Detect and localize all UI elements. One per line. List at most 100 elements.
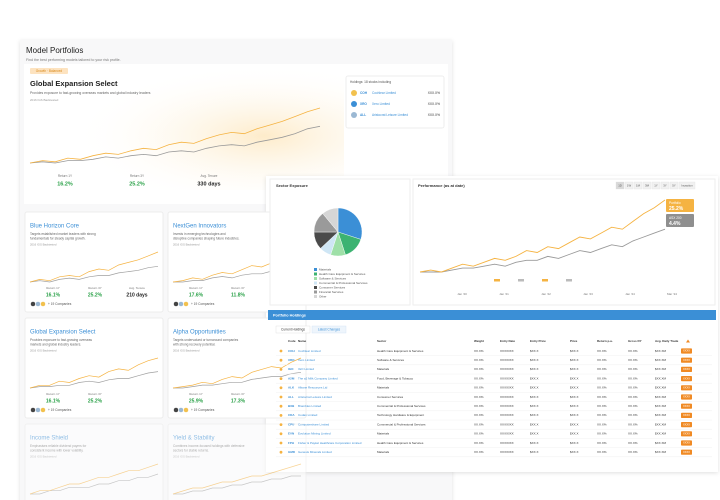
x-label: Mar '24 xyxy=(667,292,677,296)
cell: $XX.X xyxy=(530,441,539,445)
range-button[interactable] xyxy=(660,181,670,190)
cell: $XX.X xyxy=(530,358,539,362)
cell: XX.X% xyxy=(628,432,638,436)
action-label[interactable]: XXXX xyxy=(683,422,690,426)
action-label[interactable]: XXXX xyxy=(683,349,690,353)
range-button[interactable] xyxy=(633,181,643,190)
range-label[interactable]: 3M xyxy=(645,183,650,187)
cell: XX.X% xyxy=(474,367,484,371)
cell: $XX.X xyxy=(570,432,579,436)
card-note: 2016 IGS Backtested xyxy=(173,455,200,459)
stock-code: XRO xyxy=(360,102,367,106)
legend-swatch xyxy=(314,286,317,289)
event-marker xyxy=(566,279,572,282)
range-button[interactable] xyxy=(615,181,625,190)
action-button[interactable] xyxy=(681,431,692,437)
action-button[interactable] xyxy=(681,366,692,372)
action-button[interactable] xyxy=(681,348,692,354)
stat-value: 16.1% xyxy=(46,398,61,404)
action-button[interactable] xyxy=(681,412,692,418)
action-label[interactable]: XXXX xyxy=(683,450,690,454)
cell: XX/XX/XX xyxy=(500,413,514,417)
range-button[interactable] xyxy=(624,181,634,190)
company-logo xyxy=(173,407,179,413)
range-label[interactable]: 5Y xyxy=(672,183,676,187)
card-description: Targets established market leaders with … xyxy=(30,232,96,241)
cell: Cochlear Limited xyxy=(298,349,321,353)
action-button[interactable] xyxy=(681,394,692,400)
portfolio-card[interactable]: Global Expansion Select Provides exposure… xyxy=(24,317,164,419)
cell: $XX.XM xyxy=(655,404,667,408)
legend-swatch xyxy=(314,290,317,294)
column-header: Avg. Daily Trade xyxy=(655,339,679,343)
cell: ALK xyxy=(288,386,295,390)
range-button[interactable] xyxy=(651,181,661,190)
action-label[interactable]: XXXX xyxy=(683,413,690,417)
range-label[interactable]: 1W xyxy=(627,183,632,187)
card-title: NextGen Innovators xyxy=(173,224,226,230)
event-marker xyxy=(518,279,524,282)
portfolio-card[interactable]: Alpha Opportunities Targets undervalued o… xyxy=(167,317,307,419)
range-label[interactable]: Inception xyxy=(681,183,693,187)
cell: XX.X% xyxy=(474,386,484,390)
row-dot xyxy=(279,358,283,362)
action-button[interactable] xyxy=(681,449,692,455)
action-button[interactable] xyxy=(681,403,692,409)
portfolio-card[interactable]: Yield & Stability Combines income-focused… xyxy=(167,423,307,500)
cell: XX.X% xyxy=(628,413,638,417)
cell: XX.X% xyxy=(597,441,607,445)
portfolio-card[interactable]: Blue Horizon Core Targets established mar… xyxy=(24,211,164,313)
tab-label[interactable]: Current Holdings xyxy=(281,327,305,331)
action-button[interactable] xyxy=(681,385,692,391)
range-label[interactable]: 1Y xyxy=(654,183,658,187)
action-label[interactable]: XXXX xyxy=(683,404,690,408)
row-dot xyxy=(279,432,283,436)
action-button[interactable] xyxy=(681,440,692,446)
action-label[interactable]: XXXX xyxy=(683,441,690,445)
stat-label: Return 3Y xyxy=(88,392,102,396)
cell: Brambles Limited xyxy=(298,404,322,408)
action-button[interactable] xyxy=(681,422,692,428)
range-label[interactable]: 3Y xyxy=(663,183,667,187)
index-line xyxy=(29,265,159,283)
legend-label: Consumer Services xyxy=(319,285,346,289)
stat-label: Avg. Tenure xyxy=(201,174,218,178)
company-logo xyxy=(30,301,36,307)
tab[interactable] xyxy=(311,325,347,334)
range-label[interactable]: 1D xyxy=(618,183,622,187)
action-button[interactable] xyxy=(681,376,692,382)
cell: $XX.XM xyxy=(655,367,667,371)
action-label[interactable]: XXXX xyxy=(683,395,690,399)
range-button[interactable] xyxy=(678,181,696,190)
performance-box xyxy=(412,178,716,306)
cell: $XX.X xyxy=(530,432,539,436)
portfolio-card[interactable]: Income Shield Emphasises reliable dividen… xyxy=(24,423,164,500)
action-button[interactable] xyxy=(681,357,692,363)
range-button[interactable] xyxy=(642,181,652,190)
card-title: Global Expansion Select xyxy=(30,330,96,336)
cell: $XX.XM xyxy=(655,395,667,399)
cell: XX.X% xyxy=(474,404,484,408)
card-description: Emphasises reliable dividend payers for c… xyxy=(30,444,87,453)
action-label[interactable]: XXXX xyxy=(683,367,690,371)
stat-value: 25.2% xyxy=(88,292,103,298)
tab[interactable] xyxy=(275,325,311,334)
pie-slice xyxy=(337,207,363,240)
legend-label: Health Care Equipment & Services xyxy=(319,272,366,276)
action-label[interactable]: XXXX xyxy=(683,376,690,380)
cell: $XX.X xyxy=(570,367,579,371)
range-label[interactable]: 1M xyxy=(636,183,641,187)
portfolio-chip-value: 25.2% xyxy=(669,206,684,212)
pie-slice xyxy=(322,207,339,233)
cell: XX.X% xyxy=(474,358,484,362)
tab-label[interactable]: Latest Changes xyxy=(318,327,341,331)
range-button[interactable] xyxy=(669,181,679,190)
action-label[interactable]: XXXX xyxy=(683,385,690,389)
card-note: 2016 IGS Backtested xyxy=(30,349,57,353)
stock-logo xyxy=(351,101,357,107)
stat-value: 330 days xyxy=(197,181,220,187)
action-label[interactable]: XXXX xyxy=(683,431,690,435)
cell: $XX.XM xyxy=(655,413,667,417)
cell: XX.X% xyxy=(597,395,607,399)
action-label[interactable]: XXXX xyxy=(683,358,690,362)
